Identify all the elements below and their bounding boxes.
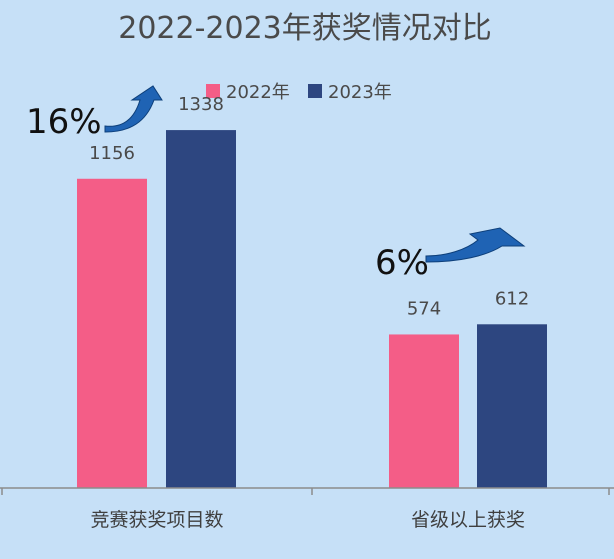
growth-label-6: 6%: [375, 243, 429, 283]
bar-2022-competition: [77, 178, 147, 488]
legend-label-2023: 2023年: [328, 82, 392, 103]
category-label-provincial: 省级以上获奖: [411, 509, 525, 531]
category-label-competition: 竞赛获奖项目数: [90, 509, 223, 531]
growth-annotation-competition: 16%: [26, 85, 163, 142]
growth-label-16: 16%: [26, 102, 102, 142]
bars: [77, 130, 547, 488]
value-label-2022-competition: 1156: [89, 143, 135, 164]
legend-label-2022: 2022年: [226, 82, 290, 103]
legend-swatch-2022: [206, 84, 220, 98]
up-arrow-icon: [104, 85, 163, 133]
bar-2023-competition: [166, 130, 236, 488]
up-arrow-icon: [425, 227, 526, 263]
legend: 2022年 2023年: [206, 82, 392, 103]
bar-2023-provincial: [477, 324, 547, 488]
value-labels: 1156 574 1338 612: [89, 94, 529, 319]
bar-2022-provincial: [389, 334, 459, 488]
value-label-2022-provincial: 574: [407, 298, 441, 319]
x-axis: 竞赛获奖项目数 省级以上获奖: [0, 487, 614, 531]
value-label-2023-competition: 1338: [178, 94, 224, 115]
chart-title: 2022-2023年获奖情况对比: [118, 11, 492, 46]
legend-swatch-2023: [308, 84, 322, 98]
value-label-2023-provincial: 612: [495, 288, 529, 309]
growth-annotation-provincial: 6%: [375, 227, 526, 283]
